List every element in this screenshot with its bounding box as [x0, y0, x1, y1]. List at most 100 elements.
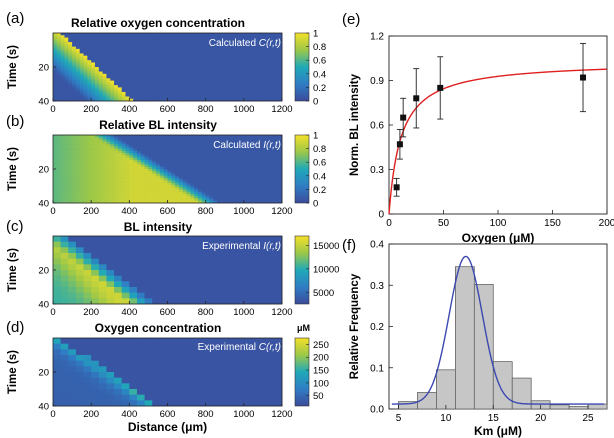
heatmap-cell [209, 169, 214, 172]
heatmap-cell [198, 33, 203, 36]
heatmap-cell [60, 198, 65, 202]
heatmap-cell [259, 270, 268, 276]
heatmap-cell [178, 162, 184, 165]
heatmap-cell [213, 180, 218, 183]
heatmap-cell [274, 171, 279, 174]
heatmap-cell [274, 394, 283, 401]
heatmap-cell [190, 159, 195, 163]
heatmap-cell [148, 187, 153, 190]
heatmap-cell [121, 372, 130, 378]
heatmap-cell [167, 400, 176, 407]
colorbar-tick-label: 0.2 [313, 83, 326, 94]
heatmap-cell [56, 53, 61, 56]
heatmap-cell [144, 162, 149, 165]
heatmap-cell [278, 98, 283, 102]
heatmap-cell [270, 71, 275, 75]
heatmap-cell [117, 85, 122, 88]
heatmap-cell [53, 180, 58, 183]
heatmap-cell [152, 166, 157, 170]
heatmap-cell [182, 82, 187, 86]
heatmap-cell [140, 55, 145, 59]
heatmap-cell [133, 78, 138, 81]
heatmap-cell [255, 44, 260, 47]
heatmap-cell [198, 178, 203, 181]
heatmap-cell [64, 98, 69, 102]
heatmap-cell [240, 166, 245, 170]
heatmap-cell [236, 89, 241, 93]
heatmap-cell [175, 46, 180, 50]
heatmap-cell [163, 85, 168, 88]
heatmap-cell [72, 180, 77, 183]
heatmap-cell [64, 162, 69, 165]
heatmap-cell [117, 200, 122, 204]
heatmap-cell [213, 338, 222, 344]
heatmap-cell [198, 287, 206, 293]
heatmap-cell [205, 236, 214, 242]
heatmap-cell [278, 175, 283, 179]
heatmap-cell [117, 35, 122, 38]
heatmap-cell [259, 383, 268, 390]
heatmap-cell [83, 135, 88, 138]
heatmap-cell [262, 46, 268, 50]
heatmap-cell [98, 196, 103, 199]
heatmap-cell [133, 198, 138, 202]
heatmap-cell [224, 164, 229, 168]
heatmap-cell [167, 48, 172, 52]
heatmap-cell [114, 148, 119, 152]
heatmap-cell [163, 78, 168, 81]
heatmap-cell [175, 169, 180, 172]
heatmap-cell [106, 366, 115, 373]
heatmap-cell [266, 60, 271, 63]
heatmap-cell [236, 349, 245, 356]
heatmap-cell [217, 144, 222, 147]
heatmap-cell [156, 175, 161, 179]
heatmap-cell [247, 200, 252, 204]
heatmap-cell [60, 67, 65, 70]
heatmap-cell [140, 51, 145, 54]
heatmap-cell [205, 51, 210, 54]
heatmap-cell [163, 137, 168, 140]
heatmap-cell [171, 180, 176, 183]
heatmap-cell [266, 42, 271, 45]
heatmap-cell [198, 162, 203, 165]
heatmap-cell [94, 135, 100, 138]
heatmap-cell [201, 187, 206, 190]
heatmap-cell [270, 64, 275, 68]
heatmap-cell [209, 55, 214, 59]
heatmap-cell [102, 171, 107, 174]
heatmap-cell [75, 144, 81, 147]
heatmap-cell [144, 96, 149, 100]
heatmap-cell [228, 343, 237, 350]
heatmap-cell [83, 182, 88, 186]
heatmap-cell [60, 164, 65, 168]
heatmap-cell [136, 137, 142, 140]
heatmap-cell [190, 137, 195, 140]
heatmap-cell [270, 157, 275, 161]
heatmap-cell [129, 46, 134, 50]
heatmap-cell [228, 141, 233, 145]
heatmap-cell [133, 76, 138, 79]
heatmap-cell [266, 153, 271, 156]
heatmap-cell [98, 180, 103, 183]
heatmap-cell [114, 53, 119, 56]
heatmap-cell [68, 173, 73, 177]
heatmap-cell [133, 71, 138, 75]
heatmap-cell [251, 71, 256, 75]
heatmap-cell [205, 292, 214, 299]
heatmap-cell [163, 148, 168, 152]
heatmap-cell [198, 292, 206, 299]
heatmap-cell [167, 178, 172, 181]
heatmap-cell [213, 372, 222, 378]
heatmap-cell [133, 69, 138, 72]
heatmap-cell [102, 57, 107, 61]
heatmap-cell [129, 264, 138, 271]
heatmap-cell [125, 39, 130, 43]
heatmap-cell [144, 73, 149, 77]
heatmap-cell [213, 187, 218, 190]
heatmap-cell [228, 253, 237, 259]
heatmap-cell [270, 60, 275, 63]
heatmap-cell [262, 94, 268, 97]
heatmap-cell [205, 87, 210, 90]
heatmap-cell [167, 270, 176, 276]
y-axis-label: Time (s) [7, 248, 19, 292]
